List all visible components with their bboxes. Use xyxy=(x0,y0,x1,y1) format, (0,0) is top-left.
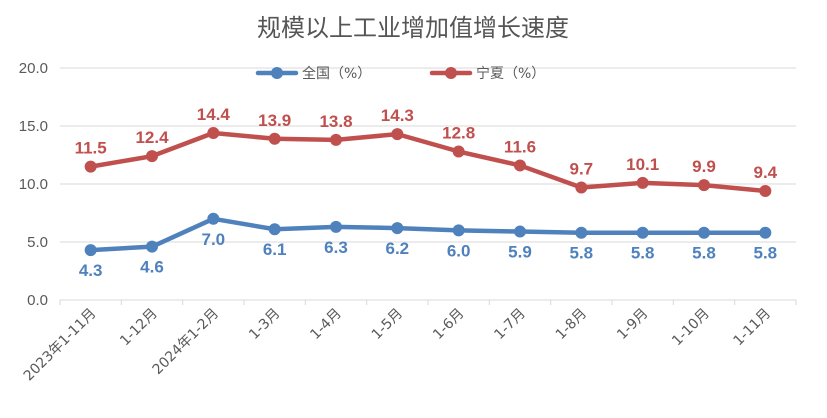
data-label: 5.8 xyxy=(692,244,716,263)
data-label: 11.5 xyxy=(75,139,107,158)
x-tick-label: 1-12月 xyxy=(117,306,161,350)
data-point xyxy=(698,226,710,239)
data-label: 6.0 xyxy=(447,241,471,260)
data-label: 14.3 xyxy=(381,106,414,125)
y-axis: 0.0 5.0 10.0 15.0 20.0 xyxy=(19,60,48,309)
data-label: 6.3 xyxy=(324,238,348,257)
data-point xyxy=(575,226,588,239)
data-label: 5.8 xyxy=(631,244,655,263)
y-tick-label: 5.0 xyxy=(27,234,48,251)
data-point xyxy=(575,181,588,194)
data-point xyxy=(514,225,526,238)
legend-label: 宁夏（%） xyxy=(476,65,545,82)
x-tick-label: 1-8月 xyxy=(553,306,590,343)
data-label: 5.9 xyxy=(508,243,532,262)
legend-item: 全国（%） xyxy=(255,65,371,82)
x-tick-label: 1-5月 xyxy=(369,306,406,343)
data-point xyxy=(146,150,158,163)
legend-item: 宁夏（%） xyxy=(429,65,545,82)
x-tick-label: 1-6月 xyxy=(430,306,467,343)
data-label: 6.1 xyxy=(263,240,287,259)
data-label: 4.3 xyxy=(79,261,103,280)
x-tick-label: 2024年1-2月 xyxy=(150,306,222,378)
data-label: 11.6 xyxy=(504,137,536,156)
data-point xyxy=(268,223,281,236)
data-point xyxy=(759,184,772,197)
chart-title: 规模以上工业增加值增长速度 xyxy=(257,14,569,42)
series-ningxia: 11.5 12.4 14.4 13.9 13.8 14.3 12.8 11.6 9.7 10.1 9… xyxy=(75,105,778,197)
data-point xyxy=(330,220,342,233)
y-tick-label: 0.0 xyxy=(27,292,48,309)
data-point xyxy=(391,222,404,235)
data-point xyxy=(84,160,97,173)
x-tick-label: 1-3月 xyxy=(246,306,283,343)
data-label: 13.9 xyxy=(258,111,291,130)
x-tick-label: 1-7月 xyxy=(491,306,528,343)
data-point xyxy=(514,159,526,172)
data-label: 9.4 xyxy=(754,163,778,182)
x-tick-label: 1-10月 xyxy=(669,306,713,350)
series-national: 4.3 4.6 7.0 6.1 6.3 6.2 6.0 5.9 5.8 5.8 5.8 5.8 xyxy=(79,212,778,280)
data-label: 5.8 xyxy=(754,244,778,263)
data-point xyxy=(330,133,342,146)
series-line xyxy=(88,130,768,194)
series-layer: 4.3 4.6 7.0 6.1 6.3 6.2 6.0 5.9 5.8 5.8 5.8 5.8 11.5… xyxy=(75,105,778,280)
data-label: 9.7 xyxy=(570,159,594,178)
data-point xyxy=(452,224,465,237)
x-tick-label: 1-9月 xyxy=(614,306,651,343)
y-tick-label: 10.0 xyxy=(19,176,48,193)
data-point xyxy=(146,240,158,253)
data-label: 5.8 xyxy=(570,244,594,263)
data-point xyxy=(84,244,97,257)
data-point xyxy=(636,226,649,239)
x-tick-label: 2023年1-11月 xyxy=(21,306,100,385)
y-tick-label: 20.0 xyxy=(19,60,48,77)
data-label: 4.6 xyxy=(140,258,164,277)
data-point xyxy=(698,179,710,192)
data-label: 9.9 xyxy=(692,157,716,176)
legend: 全国（%） 宁夏（%） xyxy=(255,65,545,82)
data-point xyxy=(759,226,772,239)
data-point xyxy=(636,176,649,189)
data-label: 6.2 xyxy=(386,239,410,258)
x-tick-label: 1-11月 xyxy=(730,306,774,350)
x-tick-label: 1-4月 xyxy=(307,306,344,343)
data-label: 14.4 xyxy=(197,105,231,124)
data-point xyxy=(207,126,220,139)
data-point xyxy=(268,132,281,145)
series-line xyxy=(88,216,768,253)
data-label: 12.8 xyxy=(442,124,475,143)
data-label: 12.4 xyxy=(135,128,169,147)
legend-marker xyxy=(271,67,283,79)
legend-marker xyxy=(445,67,457,79)
legend-label: 全国（%） xyxy=(302,65,371,82)
data-label: 10.1 xyxy=(626,155,659,174)
data-point xyxy=(207,212,220,225)
data-point xyxy=(452,145,465,158)
data-label: 7.0 xyxy=(202,230,226,249)
data-label: 13.8 xyxy=(319,112,352,131)
data-point xyxy=(391,128,404,141)
y-tick-label: 15.0 xyxy=(19,118,48,135)
